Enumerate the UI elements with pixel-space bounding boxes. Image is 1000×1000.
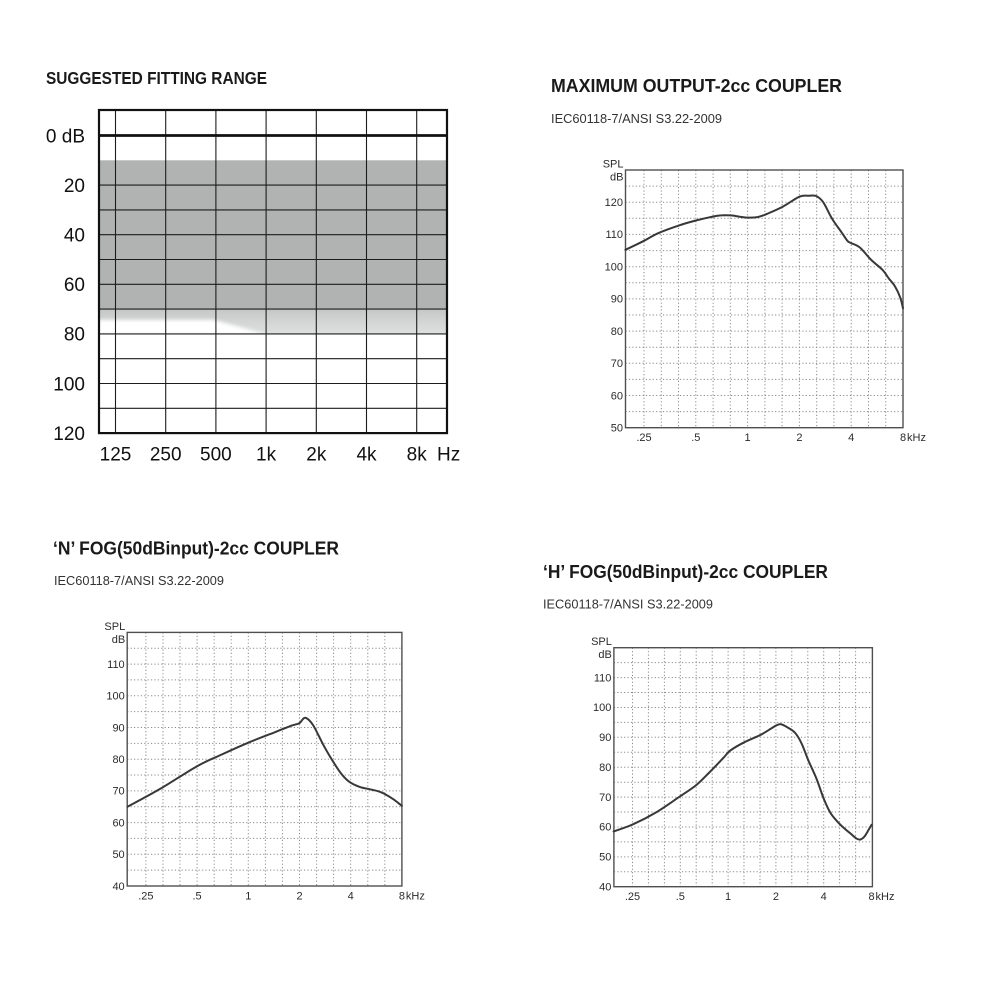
svg-text:110: 110 <box>594 672 612 684</box>
svg-text:.25: .25 <box>138 891 153 903</box>
svg-text:120: 120 <box>53 424 85 445</box>
svg-text:IEC60118-7/ANSI S3.22-2009: IEC60118-7/ANSI S3.22-2009 <box>54 574 224 588</box>
svg-text:kHz: kHz <box>406 891 425 903</box>
svg-text:80: 80 <box>599 762 611 774</box>
svg-text:Hz: Hz <box>437 445 460 466</box>
svg-text:70: 70 <box>599 792 611 804</box>
svg-text:60: 60 <box>599 822 611 834</box>
svg-text:60: 60 <box>64 275 85 296</box>
svg-text:70: 70 <box>112 786 124 798</box>
svg-text:IEC60118-7/ANSI S3.22-2009: IEC60118-7/ANSI S3.22-2009 <box>543 598 713 612</box>
svg-text:4: 4 <box>821 891 827 903</box>
svg-text:100: 100 <box>53 374 85 395</box>
svg-text:.5: .5 <box>193 891 202 903</box>
svg-text:dB: dB <box>598 649 611 661</box>
svg-text:4k: 4k <box>356 445 377 466</box>
svg-text:70: 70 <box>611 358 623 370</box>
svg-text:‘H’ FOG(50dBinput)-2cc COUPLER: ‘H’ FOG(50dBinput)-2cc COUPLER <box>543 562 828 582</box>
svg-text:40: 40 <box>112 881 124 893</box>
svg-text:80: 80 <box>611 326 623 338</box>
svg-text:50: 50 <box>599 852 611 864</box>
svg-text:2: 2 <box>773 891 779 903</box>
svg-text:8: 8 <box>868 891 874 903</box>
svg-text:SPL: SPL <box>603 159 624 171</box>
svg-text:40: 40 <box>64 226 85 247</box>
svg-text:100: 100 <box>593 702 611 714</box>
svg-text:0 dB: 0 dB <box>46 126 85 147</box>
svg-text:50: 50 <box>611 423 623 435</box>
svg-text:100: 100 <box>106 691 124 703</box>
svg-text:110: 110 <box>107 659 125 671</box>
svg-text:40: 40 <box>599 882 611 894</box>
svg-text:60: 60 <box>112 817 124 829</box>
svg-text:kHz: kHz <box>907 432 926 444</box>
svg-text:dB: dB <box>610 172 623 184</box>
svg-text:90: 90 <box>112 722 124 734</box>
svg-text:8: 8 <box>399 891 405 903</box>
svg-text:2: 2 <box>296 891 302 903</box>
svg-text:1: 1 <box>725 891 731 903</box>
svg-text:50: 50 <box>112 849 124 861</box>
svg-text:100: 100 <box>605 261 623 273</box>
svg-text:1: 1 <box>245 891 251 903</box>
svg-text:125: 125 <box>100 445 132 466</box>
svg-text:.5: .5 <box>676 891 685 903</box>
svg-text:.5: .5 <box>691 432 700 444</box>
svg-text:1k: 1k <box>256 445 277 466</box>
svg-text:4: 4 <box>348 891 354 903</box>
svg-text:60: 60 <box>611 390 623 402</box>
svg-text:20: 20 <box>64 176 85 197</box>
svg-text:SUGGESTED FITTING RANGE: SUGGESTED FITTING RANGE <box>46 68 267 88</box>
svg-text:.25: .25 <box>636 432 651 444</box>
svg-text:110: 110 <box>605 229 623 241</box>
svg-text:IEC60118-7/ANSI S3.22-2009: IEC60118-7/ANSI S3.22-2009 <box>551 112 722 126</box>
svg-text:MAXIMUM OUTPUT-2cc COUPLER: MAXIMUM OUTPUT-2cc COUPLER <box>551 76 842 96</box>
svg-text:90: 90 <box>599 732 611 744</box>
svg-text:80: 80 <box>112 754 124 766</box>
svg-text:120: 120 <box>605 197 623 209</box>
svg-text:1: 1 <box>745 432 751 444</box>
svg-text:SPL: SPL <box>104 621 125 633</box>
svg-text:80: 80 <box>64 325 85 346</box>
svg-text:250: 250 <box>150 445 182 466</box>
svg-text:.25: .25 <box>625 891 640 903</box>
svg-text:4: 4 <box>848 432 854 444</box>
svg-text:dB: dB <box>112 634 125 646</box>
svg-text:90: 90 <box>611 294 623 306</box>
svg-text:SPL: SPL <box>591 636 612 648</box>
svg-text:kHz: kHz <box>876 891 895 903</box>
svg-text:2: 2 <box>796 432 802 444</box>
svg-text:8k: 8k <box>407 445 428 466</box>
svg-text:2k: 2k <box>306 445 327 466</box>
svg-text:500: 500 <box>200 445 232 466</box>
svg-text:‘N’ FOG(50dBinput)-2cc COUPLER: ‘N’ FOG(50dBinput)-2cc COUPLER <box>53 539 339 559</box>
svg-text:8: 8 <box>900 432 906 444</box>
